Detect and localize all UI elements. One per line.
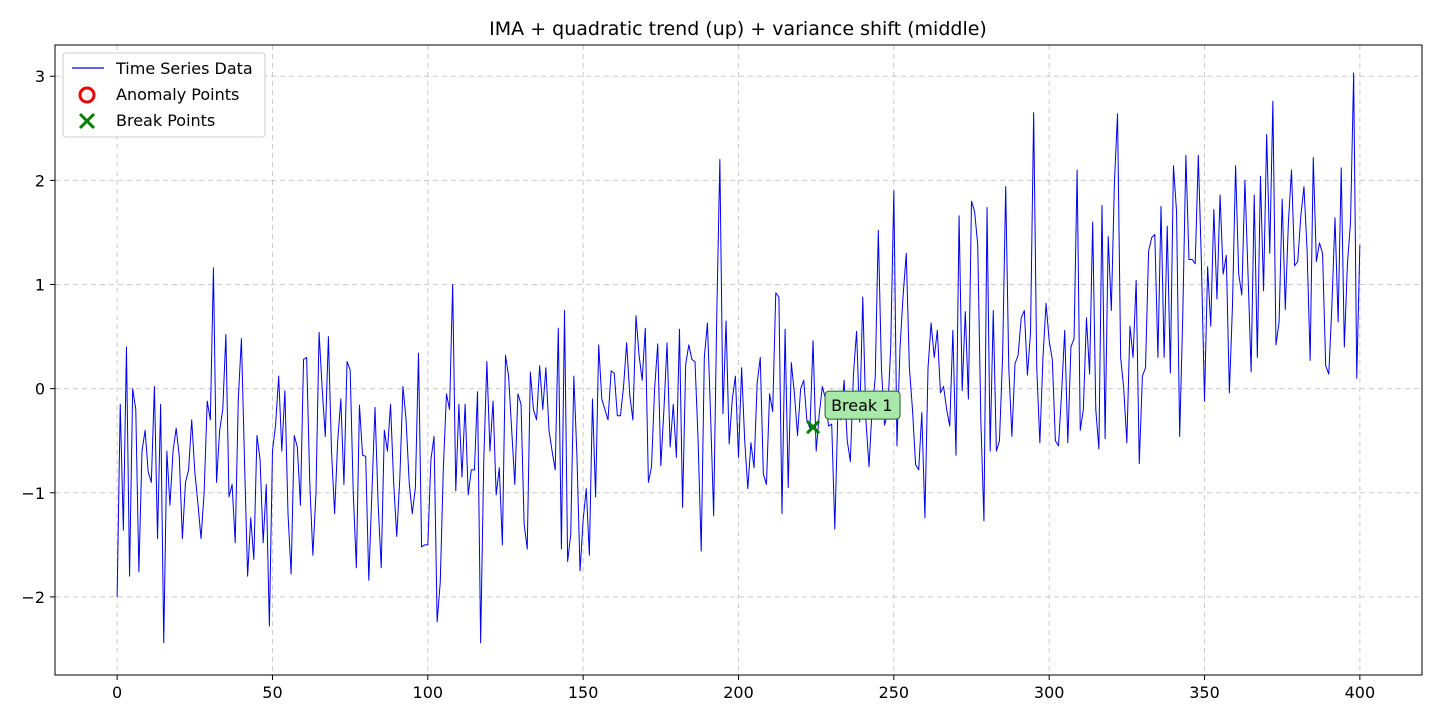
x-tick-label: 350	[1189, 683, 1220, 702]
legend-box	[62, 52, 266, 138]
series-layer	[116, 72, 1361, 644]
x-tick-label: 0	[112, 683, 122, 702]
legend: Time Series Data Anomaly Points Break Po…	[62, 52, 266, 138]
legend-swatch-anomaly	[78, 86, 96, 104]
legend-label-break: Break Points	[116, 111, 215, 130]
y-tick-label: −1	[21, 484, 45, 503]
break-points-layer: Break 1	[806, 390, 901, 435]
chart-title: IMA + quadratic trend (up) + variance sh…	[489, 18, 987, 40]
break-annotation-label: Break 1	[831, 396, 892, 415]
y-tick-label: 2	[35, 171, 45, 190]
y-tick-label: 1	[35, 276, 45, 295]
break-point-marker	[806, 420, 821, 435]
x-tick-label: 150	[568, 683, 599, 702]
legend-label-time-series: Time Series Data	[115, 59, 253, 78]
x-tick-label: 250	[879, 683, 910, 702]
y-axis: −2 −1 0 1 2 3	[21, 67, 55, 607]
series-line-time-series	[116, 72, 1361, 644]
y-tick-label: −2	[21, 588, 45, 607]
x-tick-label: 300	[1034, 683, 1065, 702]
legend-label-anomaly: Anomaly Points	[116, 85, 239, 104]
x-tick-label: 100	[413, 683, 444, 702]
y-tick-label: 3	[35, 67, 45, 86]
x-tick-label: 400	[1345, 683, 1376, 702]
grid	[55, 45, 1422, 675]
break-annotation-box	[824, 390, 901, 420]
x-tick-label: 50	[262, 683, 282, 702]
x-tick-label: 200	[723, 683, 754, 702]
legend-swatch-break	[78, 112, 96, 130]
y-tick-label: 0	[35, 380, 45, 399]
x-axis: 0 50 100 150 200 250 300 350 400	[112, 675, 1375, 702]
